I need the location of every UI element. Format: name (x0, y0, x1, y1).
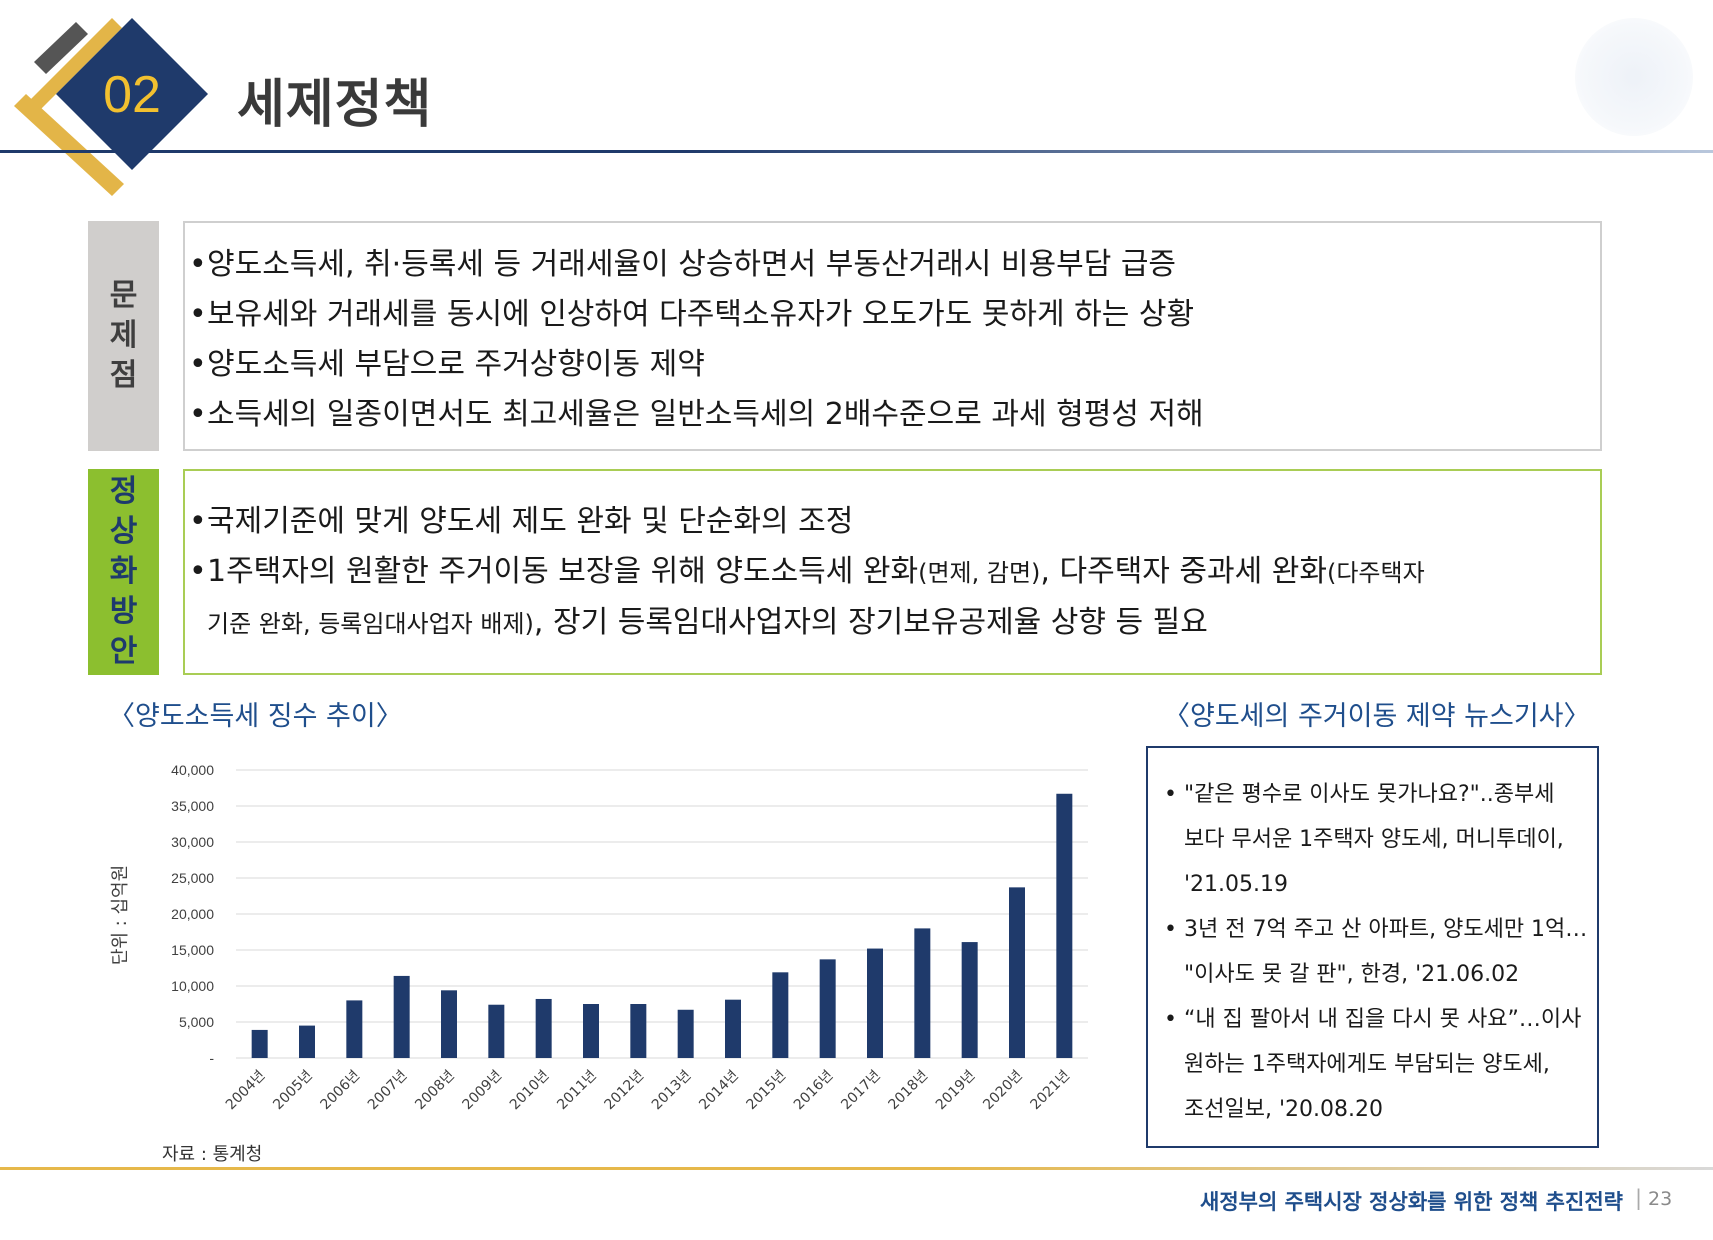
x-tick-label: 2012년 (602, 1068, 648, 1114)
solution-label-text: 정상화방안 (109, 474, 138, 669)
x-tick-label: 2019년 (933, 1068, 979, 1114)
footer-title: 새정부의 주택시장 정상화를 위한 정책 추진전략 (1200, 1190, 1623, 1214)
x-tick-label: 2016년 (791, 1068, 837, 1114)
solution-item: 1주택자의 원활한 주거이동 보장을 위해 양도소득세 완화(면제, 감면), … (185, 547, 1425, 649)
watermark-seal (1575, 18, 1693, 136)
bar (346, 1000, 363, 1058)
x-tick-label: 2013년 (649, 1068, 695, 1114)
y-axis-label: 단위 : 십억원 (110, 865, 131, 965)
y-tick-label: - (209, 1050, 214, 1066)
bar (914, 928, 931, 1058)
y-tick-label: 5,000 (179, 1014, 214, 1030)
x-tick-label: 2006년 (318, 1068, 364, 1114)
navy-diamond (56, 18, 208, 170)
tax-revenue-bar-chart: - 5,000 10,000 15,000 20,000 25,000 30,000 35,0… (110, 762, 1088, 1114)
news-list: "같은 평수로 이사도 못가나요?"..종부세 보다 무서운 1주택자 양도세,… (1162, 772, 1587, 1132)
x-tick-label: 2018년 (886, 1068, 932, 1114)
bar (725, 999, 741, 1058)
bar (772, 972, 789, 1058)
solution-box: 국제기준에 맞게 양도세 제도 완화 및 단순화의 조정 1주택자의 원활한 주… (183, 469, 1602, 675)
problem-box: 양도소득세, 취·등록세 등 거래세율이 상승하면서 부동산거래시 비용부담 급… (183, 221, 1602, 451)
chart-source: 자료 : 통계청 (162, 1144, 263, 1165)
x-tick-label: 2015년 (744, 1068, 790, 1114)
news-line: 원하는 1주택자에게도 부담되는 양도세, (1184, 1052, 1550, 1077)
bar (867, 948, 883, 1058)
bar (535, 998, 552, 1058)
header-divider (0, 150, 1713, 153)
news-item: "같은 평수로 이사도 못가나요?"..종부세 보다 무서운 1주택자 양도세,… (1162, 772, 1587, 907)
news-line: “내 집 팔아서 내 집을 다시 못 사요”…이사 (1184, 1007, 1582, 1032)
bar (1009, 887, 1025, 1058)
page-separator: | (1635, 1186, 1643, 1210)
problem-item: 양도소득세 부담으로 주거상향이동 제약 (185, 340, 1204, 390)
x-tick-label: 2021년 (1028, 1068, 1074, 1114)
bar (1056, 793, 1073, 1058)
bar (299, 1025, 315, 1058)
section-number: 02 (103, 66, 161, 124)
x-tick-label: 2004년 (223, 1068, 269, 1114)
news-box: "같은 평수로 이사도 못가나요?"..종부세 보다 무서운 1주택자 양도세,… (1146, 746, 1599, 1148)
x-tick-label: 2007년 (365, 1068, 411, 1114)
bar (441, 990, 457, 1058)
news-line: "같은 평수로 이사도 못가나요?"..종부세 (1184, 782, 1555, 807)
chart-title: 〈양도소득세 징수 추이〉 (108, 701, 403, 732)
bar (488, 1004, 505, 1058)
x-tick-label: 2010년 (507, 1068, 553, 1114)
gray-stripe (34, 22, 88, 74)
x-tick-label: 2005년 (270, 1068, 316, 1114)
x-tick-label: 2011년 (554, 1068, 600, 1114)
bar (961, 942, 978, 1058)
problem-label-text: 문제점 (109, 278, 138, 393)
section-title: 세제정책 (237, 75, 433, 135)
solution-text-small: (면제, 감면) (918, 559, 1041, 587)
news-line: 보다 무서운 1주택자 양도세, 머니투데이, (1184, 827, 1564, 852)
bar (677, 1009, 694, 1058)
section-number-badge: 02 (14, 18, 208, 196)
x-tick-label: 2017년 (838, 1068, 884, 1114)
news-line: 조선일보, '20.08.20 (1184, 1097, 1383, 1122)
solution-item: 국제기준에 맞게 양도세 제도 완화 및 단순화의 조정 (185, 497, 1425, 547)
solution-text: , 장기 등록임대사업자의 장기보유공제율 상향 등 필요 (533, 605, 1208, 640)
x-tick-label: 2014년 (696, 1068, 742, 1114)
bar (630, 1004, 647, 1058)
bar (583, 1004, 599, 1058)
solution-label: 정상화방안 (88, 469, 159, 675)
x-tick-label: 2009년 (460, 1068, 506, 1114)
problem-item: 소득세의 일종이면서도 최고세율은 일반소득세의 2배수준으로 과세 형평성 저… (185, 390, 1204, 440)
solution-text-small: (다주택자 (1326, 559, 1425, 587)
bar (393, 975, 410, 1058)
page-number: 23 (1648, 1188, 1673, 1210)
y-tick-label: 40,000 (171, 762, 214, 778)
news-title: 〈양도세의 주거이동 제약 뉴스기사〉 (1163, 701, 1591, 732)
y-tick-label: 30,000 (171, 834, 214, 850)
problem-item: 보유세와 거래세를 동시에 인상하여 다주택소유자가 오도가도 못하게 하는 상… (185, 290, 1204, 340)
y-tick-label: 35,000 (171, 798, 214, 814)
y-tick-label: 15,000 (171, 942, 214, 958)
y-tick-label: 25,000 (171, 870, 214, 886)
y-tick-label: 10,000 (171, 978, 214, 994)
problem-item: 양도소득세, 취·등록세 등 거래세율이 상승하면서 부동산거래시 비용부담 급… (185, 240, 1204, 290)
bar (819, 959, 836, 1058)
solution-text-small: 기준 완화, 등록임대사업자 배제) (207, 610, 534, 638)
solution-list: 국제기준에 맞게 양도세 제도 완화 및 단순화의 조정 1주택자의 원활한 주… (185, 497, 1425, 649)
news-line: "이사도 못 갈 판", 한경, '21.06.02 (1184, 962, 1520, 987)
gold-stripe-front (14, 94, 124, 196)
x-tick-label: 2008년 (412, 1068, 458, 1114)
gold-stripe-back (30, 18, 122, 110)
news-line: 3년 전 7억 주고 산 아파트, 양도세만 1억… (1184, 917, 1588, 942)
problem-list: 양도소득세, 취·등록세 등 거래세율이 상승하면서 부동산거래시 비용부담 급… (185, 240, 1204, 440)
x-tick-label: 2020년 (980, 1068, 1026, 1114)
news-line: '21.05.19 (1184, 872, 1289, 897)
problem-label: 문제점 (88, 221, 159, 451)
solution-text: , 다주택자 중과세 완화 (1040, 554, 1327, 589)
news-item: 3년 전 7억 주고 산 아파트, 양도세만 1억… "이사도 못 갈 판", … (1162, 907, 1587, 997)
news-item: “내 집 팔아서 내 집을 다시 못 사요”…이사 원하는 1주택자에게도 부담… (1162, 997, 1587, 1132)
bar (251, 1029, 268, 1058)
y-tick-label: 20,000 (171, 906, 214, 922)
solution-text: 1주택자의 원활한 주거이동 보장을 위해 양도소득세 완화 (207, 554, 919, 589)
footer-divider (0, 1167, 1713, 1170)
